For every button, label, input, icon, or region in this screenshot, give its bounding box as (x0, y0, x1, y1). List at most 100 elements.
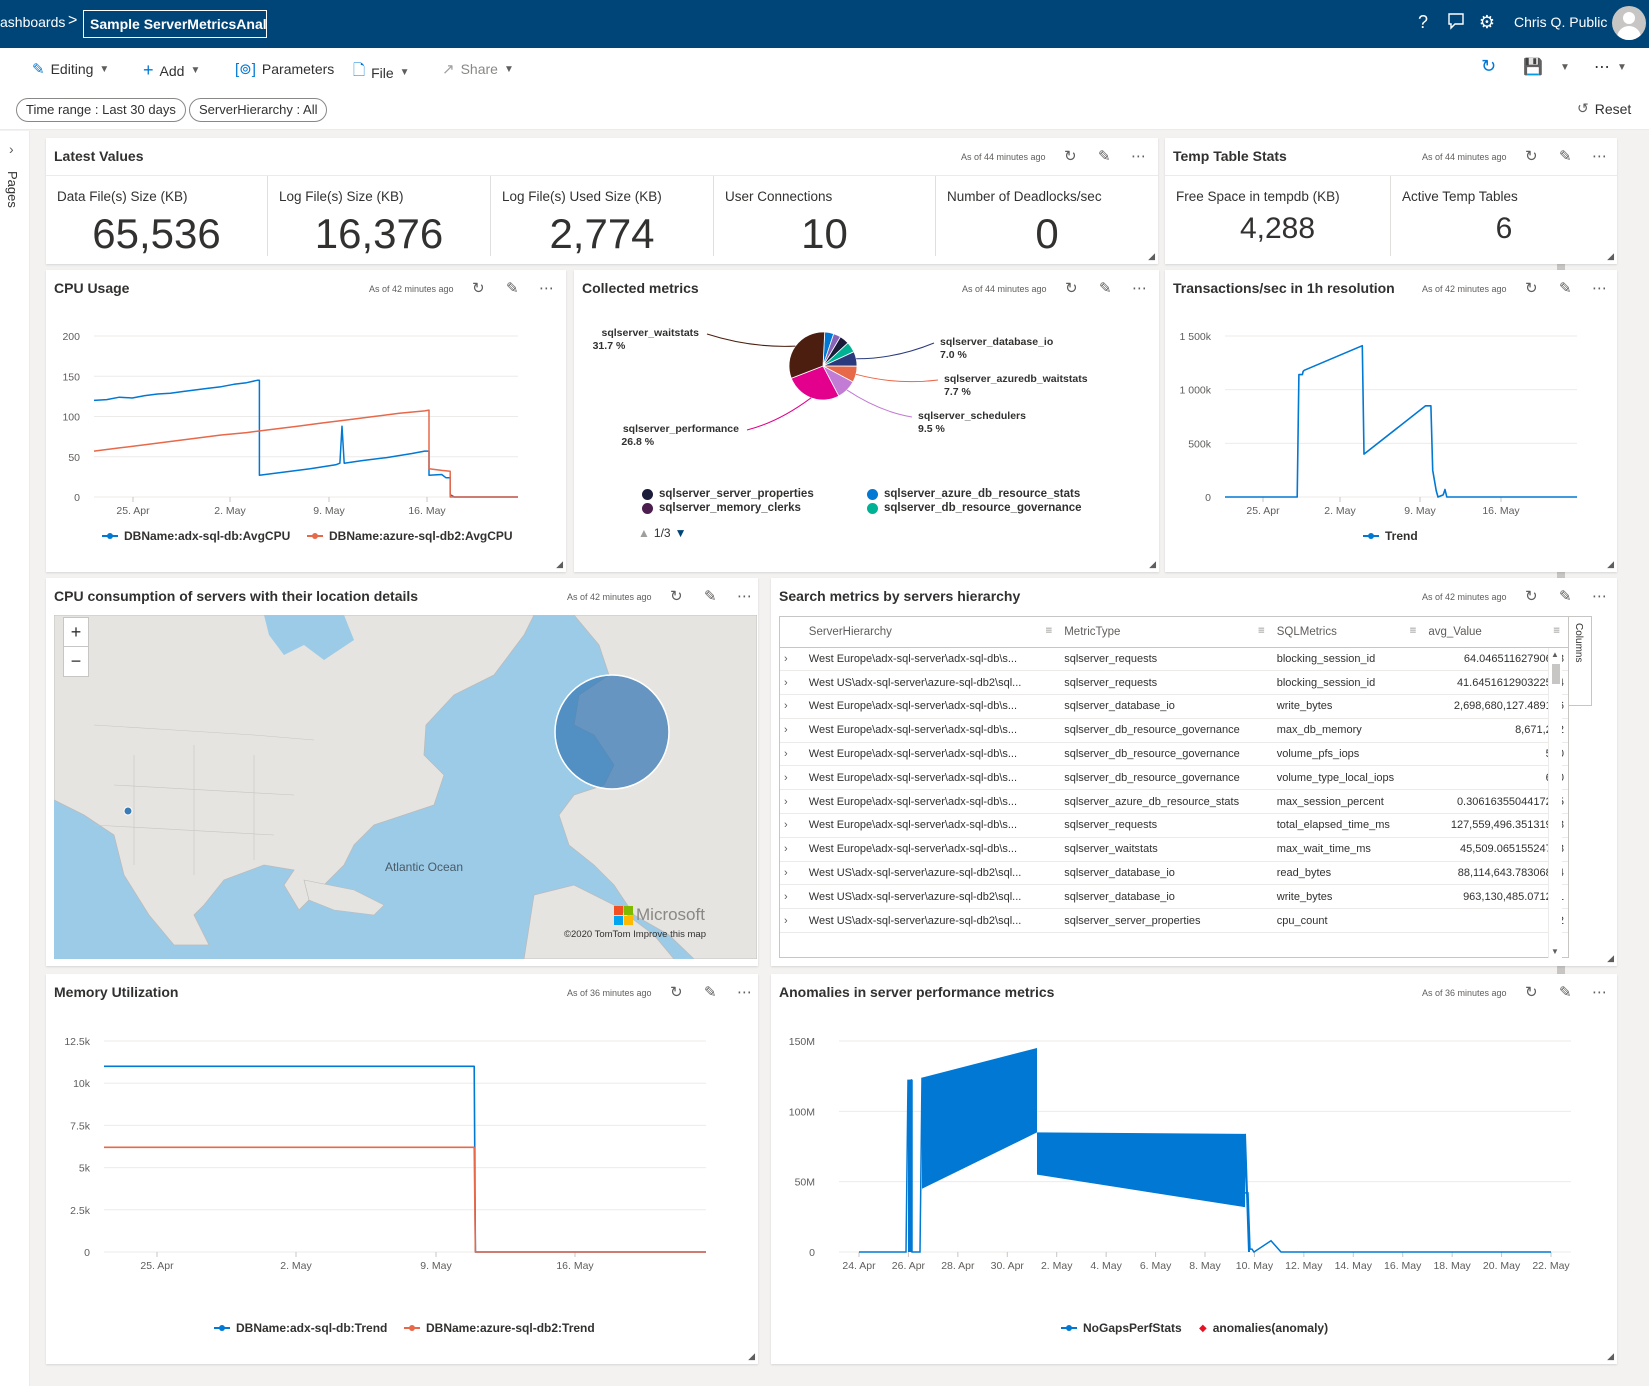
more-options-icon[interactable]: ⋯ (1594, 59, 1610, 76)
expand-row-icon[interactable]: › (780, 742, 805, 767)
legend-pager[interactable]: ▲ 1/3 ▼ (638, 526, 687, 540)
resize-handle-icon[interactable]: ◢ (1607, 251, 1614, 261)
dashboard-name[interactable]: Sample ServerMetricsAnaly (83, 10, 267, 38)
column-menu-icon[interactable]: ≡ (1258, 625, 1265, 637)
refresh-icon[interactable]: ↻ (670, 984, 683, 1001)
table-row[interactable]: › West US\adx-sql-server\azure-sql-db2\sq… (780, 908, 1568, 934)
more-options-icon[interactable]: ⋯ (1131, 148, 1146, 165)
edit-icon[interactable]: ✎ (1559, 984, 1572, 1001)
pages-pane[interactable]: › Pages (0, 131, 30, 1386)
more-options-icon[interactable]: ⋯ (1132, 280, 1147, 297)
resize-handle-icon[interactable]: ◢ (1607, 559, 1614, 569)
parameters-button[interactable]: [⊚] Parameters (235, 61, 335, 78)
series-line[interactable] (1244, 1192, 1551, 1254)
table-row[interactable]: › West Europe\adx-sql-server\adx-sql-db\s… (780, 647, 1568, 672)
edit-icon[interactable]: ✎ (1099, 280, 1112, 297)
server-hierarchy-pill[interactable]: ServerHierarchy : All (189, 98, 328, 122)
map-canvas[interactable]: Atlantic Ocean + − Microsoft ©2020 TomTo… (54, 615, 757, 959)
column-header[interactable]: MetricType ≡ (1060, 617, 1273, 648)
legend-item[interactable]: DBName:adx-sql-db:Trend (214, 1321, 387, 1335)
resize-handle-icon[interactable]: ◢ (556, 559, 563, 569)
expand-row-icon[interactable]: › (780, 837, 805, 862)
reset-button[interactable]: ↺ Reset (1577, 100, 1632, 117)
edit-icon[interactable]: ✎ (1559, 148, 1572, 165)
avatar[interactable] (1612, 6, 1646, 40)
legend-item[interactable]: Trend (1363, 529, 1418, 543)
grid-scrollbar[interactable]: ▲ ▼ (1548, 648, 1562, 958)
breadcrumb-dashboards[interactable]: ashboards (0, 14, 66, 30)
legend-item[interactable]: sqlserver_db_resource_governance (867, 502, 1082, 514)
more-options-icon[interactable]: ⋯ (737, 984, 752, 1001)
expand-row-icon[interactable]: › (780, 694, 805, 719)
expand-row-icon[interactable]: › (780, 718, 805, 743)
column-menu-icon[interactable]: ≡ (1409, 625, 1417, 637)
refresh-icon[interactable]: ↻ (670, 588, 683, 605)
column-header[interactable]: ServerHierarchy ≡ (804, 617, 1061, 648)
legend-item[interactable]: DBName:azure-sql-db2:AvgCPU (307, 529, 513, 543)
table-row[interactable]: › West Europe\adx-sql-server\adx-sql-db\s… (780, 718, 1568, 743)
refresh-icon[interactable]: ↻ (1481, 56, 1497, 76)
pie-slice[interactable] (788, 331, 826, 379)
series-area[interactable] (908, 1078, 912, 1252)
help-icon[interactable]: ? (1417, 12, 1428, 32)
expand-row-icon[interactable]: › (780, 647, 805, 672)
legend-item[interactable]: sqlserver_azure_db_resource_stats (867, 488, 1080, 500)
column-menu-icon[interactable]: ≡ (1553, 625, 1560, 637)
resize-handle-icon[interactable]: ◢ (1148, 251, 1155, 261)
map-bubble-west-europe[interactable] (554, 674, 670, 790)
series-line-0[interactable] (1225, 344, 1577, 498)
more-options-icon[interactable]: ⋯ (1592, 280, 1607, 297)
more-options-icon[interactable]: ⋯ (1592, 984, 1607, 1001)
table-row[interactable]: › West Europe\adx-sql-server\adx-sql-db\s… (780, 742, 1568, 767)
legend-item[interactable]: ◆ anomalies(anomaly) (1199, 1321, 1329, 1335)
file-button[interactable]: 🗋 File ▼ (353, 60, 410, 85)
expand-row-icon[interactable]: › (780, 884, 805, 910)
refresh-icon[interactable]: ↻ (472, 280, 485, 297)
refresh-icon[interactable]: ↻ (1525, 148, 1538, 165)
more-options-icon[interactable]: ⋯ (1592, 148, 1607, 165)
legend-item[interactable]: NoGapsPerfStats (1061, 1321, 1182, 1335)
resize-handle-icon[interactable]: ◢ (1149, 559, 1156, 569)
feedback-icon[interactable] (1445, 12, 1467, 35)
refresh-icon[interactable]: ↻ (1525, 280, 1538, 297)
edit-icon[interactable]: ✎ (1098, 148, 1111, 165)
table-row[interactable]: › West Europe\adx-sql-server\adx-sql-db\s… (780, 765, 1568, 791)
share-button[interactable]: ↗ Share ▼ (442, 61, 514, 78)
edit-icon[interactable]: ✎ (1559, 280, 1572, 297)
series-line[interactable] (1243, 1133, 1250, 1253)
table-row[interactable]: › West Europe\adx-sql-server\adx-sql-db\s… (780, 813, 1568, 838)
resize-handle-icon[interactable]: ◢ (1607, 953, 1614, 963)
chevron-down-icon[interactable]: ▼ (1617, 62, 1627, 73)
more-options-icon[interactable]: ⋯ (737, 588, 752, 605)
column-header[interactable]: SQLMetrics ≡ (1272, 617, 1425, 648)
pager-up-icon[interactable]: ▲ (638, 526, 650, 540)
series-line-1[interactable] (104, 1146, 706, 1253)
series-line[interactable] (859, 1077, 923, 1253)
expand-row-icon[interactable]: › (780, 908, 805, 934)
series-line-1[interactable] (93, 409, 518, 498)
series-area[interactable] (1037, 1132, 1244, 1207)
map-bubble-west-us[interactable] (123, 806, 133, 816)
legend-item[interactable]: DBName:adx-sql-db:AvgCPU (102, 529, 290, 543)
refresh-icon[interactable]: ↻ (1525, 588, 1538, 605)
edit-icon[interactable]: ✎ (1559, 588, 1572, 605)
legend-item[interactable]: sqlserver_server_properties (642, 488, 814, 500)
expand-row-icon[interactable]: › (780, 670, 805, 696)
edit-icon[interactable]: ✎ (704, 588, 717, 605)
add-button[interactable]: + Add ▼ (143, 60, 201, 80)
editing-button[interactable]: ✎ Editing ▼ (32, 61, 110, 78)
resize-handle-icon[interactable]: ◢ (1607, 1351, 1614, 1361)
user-name[interactable]: Chris Q. Public (1514, 14, 1608, 30)
column-header[interactable]: avg_Value ≡ (1424, 617, 1568, 648)
pager-down-icon[interactable]: ▼ (674, 526, 687, 540)
series-area[interactable] (922, 1048, 1037, 1189)
refresh-icon[interactable]: ↻ (1525, 984, 1538, 1001)
expand-row-icon[interactable]: › (780, 861, 805, 886)
zoom-out-button[interactable]: − (70, 651, 82, 671)
chevron-down-icon[interactable]: ▼ (1560, 62, 1570, 73)
map-attribution[interactable]: ©2020 TomTom Improve this map (564, 929, 706, 940)
legend-item[interactable]: sqlserver_memory_clerks (642, 502, 801, 514)
series-line-0[interactable] (104, 1065, 706, 1253)
time-range-pill[interactable]: Time range : Last 30 days (16, 98, 186, 122)
edit-icon[interactable]: ✎ (704, 984, 717, 1001)
